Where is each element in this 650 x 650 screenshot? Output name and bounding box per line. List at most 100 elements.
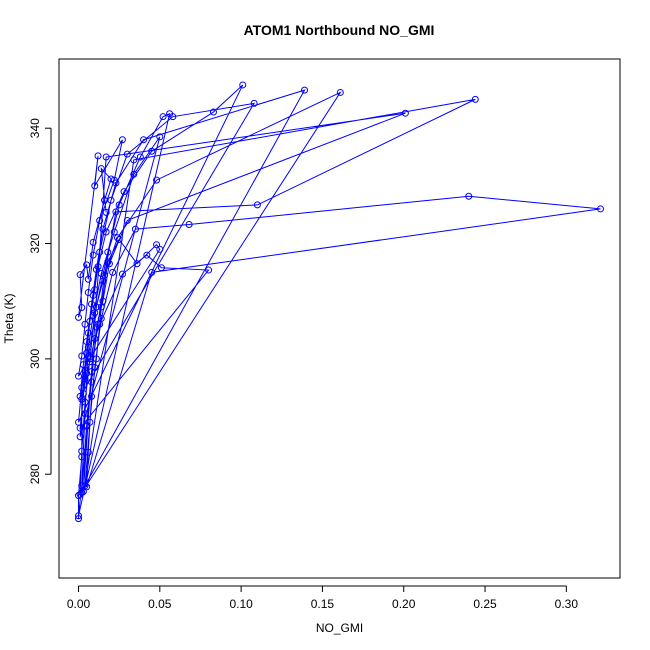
- data-point: [78, 304, 86, 312]
- data-point: [96, 216, 104, 224]
- chart-title: ATOM1 Northbound NO_GMI: [244, 22, 435, 38]
- data-point: [102, 153, 110, 161]
- data-point: [205, 266, 213, 274]
- data-point: [156, 133, 164, 141]
- data-point: [101, 196, 109, 204]
- series-layer: [75, 81, 604, 523]
- data-point: [104, 248, 112, 256]
- data-point: [123, 216, 131, 224]
- data-point: [91, 286, 99, 294]
- data-point: [88, 378, 96, 386]
- data-point: [86, 358, 94, 366]
- y-tick-label: 340: [28, 118, 42, 138]
- data-point: [465, 192, 473, 200]
- data-point: [110, 176, 118, 184]
- data-point: [401, 109, 409, 117]
- x-tick-label: 0.25: [473, 597, 497, 611]
- data-point: [91, 335, 99, 343]
- x-tick-label: 0.10: [229, 597, 253, 611]
- data-point: [83, 338, 91, 346]
- data-point: [81, 410, 89, 418]
- data-point: [114, 234, 122, 242]
- data-point: [120, 188, 128, 196]
- data-point: [91, 364, 99, 372]
- data-point: [148, 147, 156, 155]
- data-point: [78, 352, 86, 360]
- x-tick-label: 0.15: [311, 597, 335, 611]
- data-point: [81, 482, 89, 490]
- data-point: [83, 261, 91, 269]
- data-point: [88, 392, 96, 400]
- data-point: [153, 241, 161, 249]
- data-point: [159, 113, 167, 121]
- data-point: [75, 372, 83, 380]
- data-point: [94, 320, 102, 328]
- data-point: [84, 448, 92, 456]
- data-point: [92, 265, 100, 273]
- data-point: [91, 309, 99, 317]
- data-point: [109, 268, 117, 276]
- x-axis: 0.00 0.05 0.10 0.15 0.20 0.25 0.30: [67, 585, 579, 611]
- data-point: [97, 315, 105, 322]
- data-point: [96, 248, 104, 256]
- data-point: [301, 86, 309, 94]
- data-point: [89, 251, 97, 259]
- data-point: [78, 447, 86, 455]
- data-point: [596, 205, 604, 213]
- data-point: [123, 150, 131, 158]
- data-point: [118, 270, 126, 278]
- data-point: [239, 81, 247, 89]
- plot-frame: [58, 58, 621, 579]
- data-point: [336, 88, 344, 96]
- x-tick-label: 0.05: [148, 597, 172, 611]
- data-point: [209, 108, 217, 116]
- data-point: [97, 165, 105, 173]
- x-axis-label: NO_GMI: [316, 621, 363, 635]
- y-tick-label: 300: [28, 349, 42, 369]
- data-point: [75, 512, 83, 520]
- data-point: [76, 392, 84, 400]
- data-point: [76, 271, 84, 279]
- data-point: [156, 245, 164, 253]
- y-tick-label: 280: [28, 464, 42, 484]
- data-point: [75, 313, 83, 321]
- data-point: [112, 208, 120, 216]
- data-point: [115, 201, 123, 209]
- data-point: [81, 398, 89, 406]
- data-point: [130, 156, 138, 164]
- data-point: [81, 320, 89, 328]
- data-point: [89, 238, 97, 246]
- data-point: [143, 251, 151, 259]
- data-point: [133, 260, 141, 268]
- data-point: [136, 153, 144, 161]
- data-point: [140, 136, 148, 144]
- y-axis: 280 300 320 340: [28, 118, 52, 484]
- data-point: [157, 264, 165, 272]
- data-point: [104, 258, 112, 266]
- y-axis-label: Theta (K): [2, 293, 16, 343]
- data-point: [99, 225, 107, 233]
- data-point: [97, 303, 105, 311]
- data-point: [84, 289, 92, 297]
- y-tick-label: 320: [28, 233, 42, 253]
- data-point: [253, 201, 261, 209]
- data-point: [86, 418, 94, 426]
- data-point: [471, 95, 479, 103]
- data-point: [118, 136, 126, 144]
- data-point: [105, 260, 113, 268]
- x-tick-label: 0.20: [392, 597, 416, 611]
- data-point: [78, 489, 86, 497]
- data-point: [131, 225, 139, 233]
- data-point: [75, 418, 83, 426]
- data-point: [250, 99, 258, 107]
- data-point: [102, 208, 110, 216]
- data-point: [94, 152, 102, 160]
- data-point: [88, 300, 96, 308]
- data-point: [75, 515, 83, 523]
- data-point: [84, 329, 92, 337]
- x-tick-label: 0.30: [555, 597, 579, 611]
- data-point: [101, 271, 109, 279]
- x-tick-label: 0.00: [67, 597, 91, 611]
- data-point: [92, 355, 100, 363]
